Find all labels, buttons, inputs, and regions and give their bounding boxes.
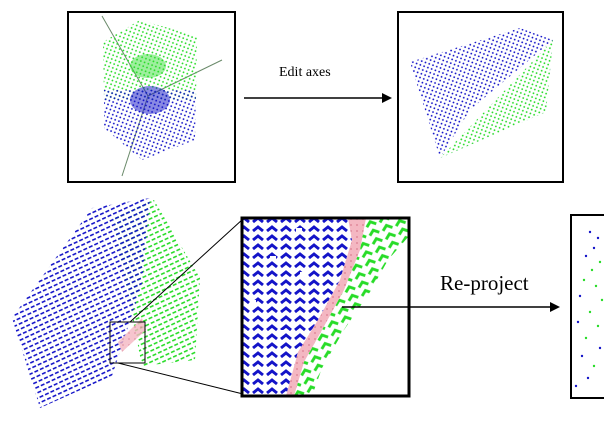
blue-projection <box>12 198 150 408</box>
zoom-blue-region <box>242 218 352 396</box>
zoom-region-box <box>109 321 146 364</box>
reproject-label: Re-project <box>440 271 529 295</box>
blue-cluster <box>104 90 196 160</box>
original-cluster-panel <box>67 11 236 183</box>
reprojected-panel <box>570 214 604 400</box>
reprojected-points <box>574 230 604 388</box>
green-half <box>440 40 553 158</box>
zoom-boundary-region <box>286 218 366 396</box>
blue-half <box>410 28 553 158</box>
green-cluster <box>103 20 197 100</box>
edit-axes-label: Edit axes <box>279 65 331 80</box>
edited-axes-panel <box>397 11 564 183</box>
zoom-connector-top <box>129 218 244 323</box>
edit-axes-arrow <box>244 93 392 103</box>
reproject-arrow <box>342 302 560 312</box>
zoom-connector-bottom <box>117 362 244 395</box>
projected-cloud <box>12 198 200 408</box>
zoom-panel <box>240 216 411 398</box>
